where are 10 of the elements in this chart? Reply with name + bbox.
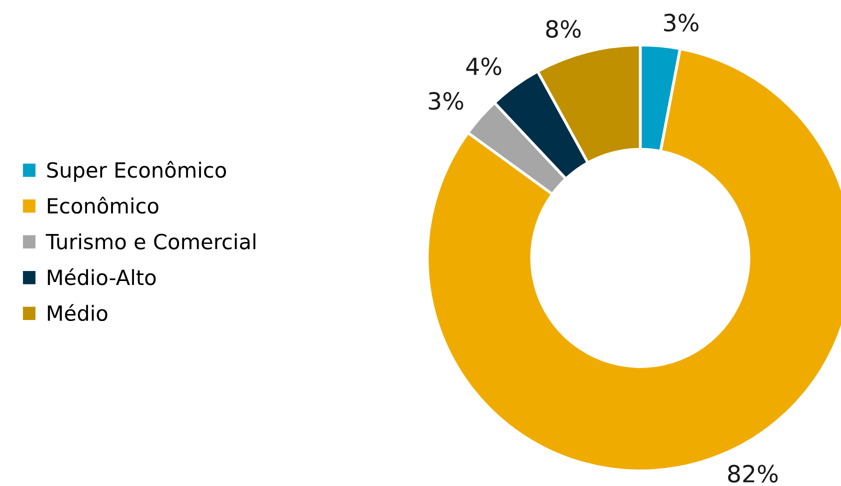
data-label: 82% xyxy=(728,464,778,483)
legend-label: Turismo e Comercial xyxy=(46,233,256,250)
data-label: 4% xyxy=(466,57,502,76)
legend-label: Econômico xyxy=(48,196,158,214)
data-label: 8% xyxy=(546,20,581,38)
data-label: 3% xyxy=(428,92,464,110)
data-label: 3% xyxy=(664,14,698,32)
legend-label: Médio xyxy=(48,304,108,322)
legend-label: Super Econômico xyxy=(47,160,226,182)
legend-label: Médio-Alto xyxy=(48,268,156,286)
